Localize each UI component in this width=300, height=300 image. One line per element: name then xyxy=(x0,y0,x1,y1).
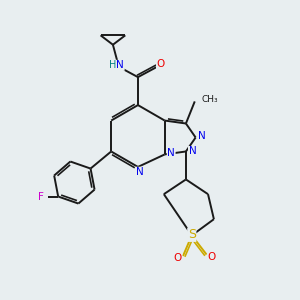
Text: N: N xyxy=(167,148,175,158)
Text: O: O xyxy=(157,59,165,70)
Text: O: O xyxy=(208,252,216,262)
Text: N: N xyxy=(198,131,206,141)
Text: H: H xyxy=(109,60,116,70)
Text: N: N xyxy=(188,146,196,157)
Text: S: S xyxy=(188,228,196,241)
Text: N: N xyxy=(136,167,143,177)
Text: N: N xyxy=(116,60,124,70)
Text: O: O xyxy=(174,254,182,263)
Text: CH₃: CH₃ xyxy=(201,94,218,103)
Text: F: F xyxy=(38,191,44,202)
